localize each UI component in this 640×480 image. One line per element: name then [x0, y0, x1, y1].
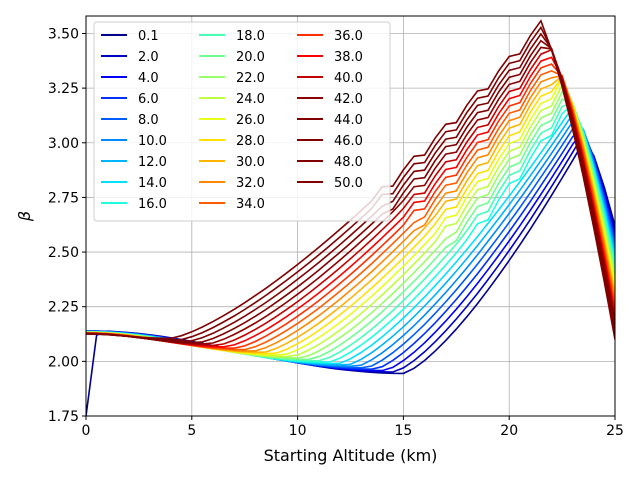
y-tick-label: 1.75: [48, 409, 79, 425]
legend-entry-label: 46.0: [334, 134, 363, 149]
legend-box: [93, 21, 391, 222]
y-tick-label: 2.25: [48, 300, 79, 316]
y-tick-label: 2.00: [48, 354, 79, 370]
legend-entry-label: 12.0: [138, 155, 167, 170]
legend-entry-label: 18.0: [236, 29, 265, 44]
legend-entry-label: 2.0: [138, 50, 159, 65]
legend-entry-label: 30.0: [236, 155, 265, 170]
x-axis-ticks: 0 5 10 15 20 25: [82, 416, 624, 439]
x-tick-label: 15: [394, 423, 412, 439]
y-axis-label: β: [15, 211, 34, 222]
legend-entry-label: 8.0: [138, 113, 159, 128]
series-line-48.0: [86, 25, 615, 341]
legend-entry-label: 32.0: [236, 176, 265, 191]
legend-entry-label: 4.0: [138, 71, 159, 86]
legend-entry-label: 40.0: [334, 71, 363, 86]
legend-entry-label: 48.0: [334, 155, 363, 170]
y-tick-label: 3.50: [48, 26, 79, 42]
legend-entry-label: 0.1: [138, 29, 159, 44]
plot-frame: [85, 15, 616, 417]
x-tick-label: 0: [82, 423, 91, 439]
y-tick-label: 3.25: [48, 81, 79, 97]
legend-entry-label: 44.0: [334, 113, 363, 128]
x-tick-label: 5: [187, 423, 196, 439]
x-tick-label: 25: [606, 423, 624, 439]
legend: 0.1 2.0 4.0 6.0 8.0 10.0 12.0 14.0 16.0 18.0 20.0 2…: [93, 21, 391, 222]
y-axis-ticks: 1.75 2.00 2.25 2.50 2.75 3.00 3.25 3.50: [48, 26, 86, 425]
legend-entry-label: 6.0: [138, 92, 159, 107]
legend-entry-label: 38.0: [334, 50, 363, 65]
series-line-46.0: [86, 32, 615, 342]
x-tick-label: 20: [500, 423, 518, 439]
legend-entry-label: 14.0: [138, 176, 167, 191]
series-lines: [86, 19, 615, 416]
x-axis-label: Starting Altitude (km): [264, 446, 438, 465]
legend-entry-label: 26.0: [236, 113, 265, 128]
legend-entry-label: 10.0: [138, 134, 167, 149]
legend-entry-label: 42.0: [334, 92, 363, 107]
legend-entry-label: 16.0: [138, 197, 167, 212]
legend-entry-label: 50.0: [334, 176, 363, 191]
legend-entry-label: 20.0: [236, 50, 265, 65]
y-tick-label: 3.00: [48, 136, 79, 152]
y-tick-label: 2.75: [48, 190, 79, 206]
legend-entry-label: 24.0: [236, 92, 265, 107]
y-tick-label: 2.50: [48, 245, 79, 261]
legend-entry-label: 34.0: [236, 197, 265, 212]
x-tick-label: 10: [289, 423, 307, 439]
legend-entry-label: 28.0: [236, 134, 265, 149]
legend-entry-label: 22.0: [236, 71, 265, 86]
legend-entry-label: 36.0: [334, 29, 363, 44]
